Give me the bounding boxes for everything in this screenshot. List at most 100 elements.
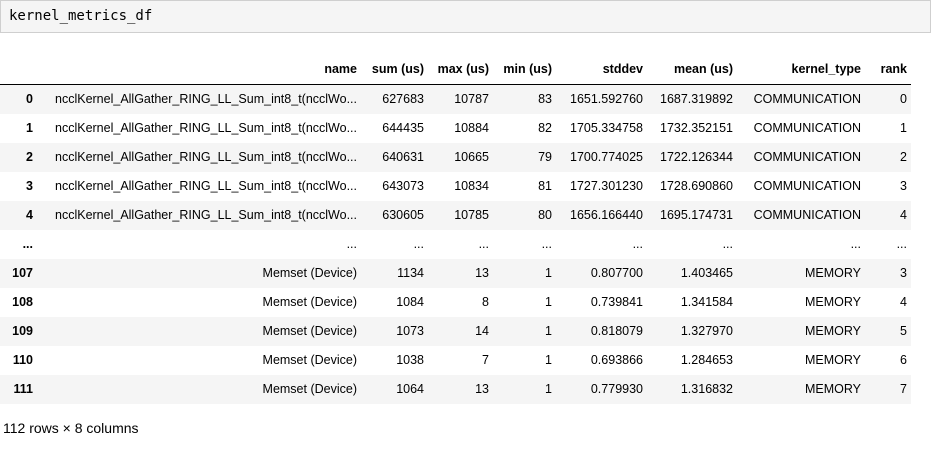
column-header-min-us: min (us) (493, 55, 556, 85)
row-index: 110 (12, 353, 33, 367)
table-cell: 643073 (382, 179, 424, 193)
table-cell: 1687.319892 (660, 92, 733, 106)
table-cell: ... (722, 237, 733, 251)
table-cell: ncclKernel_AllGather_RING_LL_Sum_int8_t(… (55, 121, 357, 135)
row-index: 111 (13, 382, 33, 396)
table-dimensions: 112 rows × 8 columns (3, 420, 139, 436)
table-cell: 1038 (396, 353, 424, 367)
table-cell: Memset (Device) (262, 353, 357, 367)
table-cell: ... (896, 237, 907, 251)
row-index: 2 (26, 150, 33, 164)
table-cell: 1732.352151 (660, 121, 733, 135)
column-header-name: name (37, 55, 361, 85)
table-cell: 1.341584 (680, 295, 733, 309)
table-cell: ... (413, 237, 424, 251)
table-cell: 4 (900, 295, 907, 309)
column-header-stddev: stddev (556, 55, 647, 85)
table-cell: 13 (475, 382, 489, 396)
table-cell: 0 (900, 92, 907, 106)
table-cell: 0.739841 (590, 295, 643, 309)
table-cell: 1705.334758 (570, 121, 643, 135)
column-header-kernel-type: kernel_type (737, 55, 865, 85)
table-cell: 3 (900, 266, 907, 280)
table-cell: 4 (900, 208, 907, 222)
table-row: 3 ncclKernel_AllGather_RING_LL_Sum_int8_t… (0, 172, 911, 201)
table-cell: 10785 (454, 208, 489, 222)
table-cell: COMMUNICATION (753, 179, 861, 193)
table-cell: ncclKernel_AllGather_RING_LL_Sum_int8_t(… (55, 179, 357, 193)
column-header-sum-us: sum (us) (361, 55, 428, 85)
table-row: 107 Memset (Device) 1134 13 1 0.807700 1.40346… (0, 259, 911, 288)
table-cell: 1 (545, 295, 552, 309)
dataframe-output: name sum (us) max (us) min (us) stddev m… (0, 55, 931, 436)
table-cell: ... (346, 237, 357, 251)
table-cell: COMMUNICATION (753, 92, 861, 106)
table-cell: 14 (475, 324, 489, 338)
row-index: 109 (12, 324, 33, 338)
table-cell: 3 (900, 179, 907, 193)
table-cell: 83 (538, 92, 552, 106)
table-row: 0 ncclKernel_AllGather_RING_LL_Sum_int8_t… (0, 84, 911, 114)
table-cell: 627683 (382, 92, 424, 106)
table-cell: 10787 (454, 92, 489, 106)
table-cell: 1.284653 (680, 353, 733, 367)
table-cell: Memset (Device) (262, 382, 357, 396)
table-cell: 1 (545, 382, 552, 396)
table-row: 108 Memset (Device) 1084 8 1 0.739841 1.341584… (0, 288, 911, 317)
table-cell: ... (541, 237, 552, 251)
row-index: 1 (26, 121, 33, 135)
table-cell: 10834 (454, 179, 489, 193)
table-cell: 0.818079 (590, 324, 643, 338)
table-cell: 2 (900, 150, 907, 164)
table-cell: COMMUNICATION (753, 121, 861, 135)
table-cell: ... (478, 237, 489, 251)
table-cell: 5 (900, 324, 907, 338)
table-cell: 0.693866 (590, 353, 643, 367)
table-cell: 0.807700 (590, 266, 643, 280)
table-cell: 1 (545, 353, 552, 367)
table-cell: ncclKernel_AllGather_RING_LL_Sum_int8_t(… (55, 92, 357, 106)
code-text[interactable]: kernel_metrics_df (9, 8, 153, 24)
table-cell: 7 (900, 382, 907, 396)
row-index: 108 (12, 295, 33, 309)
table-row: 1 ncclKernel_AllGather_RING_LL_Sum_int8_t… (0, 114, 911, 143)
table-cell: 1134 (397, 266, 424, 280)
table-cell: 1064 (396, 382, 424, 396)
row-index: 107 (12, 266, 33, 280)
table-cell: 1728.690860 (660, 179, 733, 193)
column-header-mean-us: mean (us) (647, 55, 737, 85)
table-cell: 79 (538, 150, 552, 164)
table-cell: 1073 (396, 324, 424, 338)
table-cell: 1700.774025 (570, 150, 643, 164)
table-row: 4 ncclKernel_AllGather_RING_LL_Sum_int8_t… (0, 201, 911, 230)
table-cell: 10884 (454, 121, 489, 135)
table-cell: Memset (Device) (262, 295, 357, 309)
table-row: 2 ncclKernel_AllGather_RING_LL_Sum_int8_t… (0, 143, 911, 172)
table-cell: 1656.166440 (570, 208, 643, 222)
code-input-cell[interactable]: kernel_metrics_df (0, 0, 931, 33)
table-cell: COMMUNICATION (753, 150, 861, 164)
table-cell: 7 (482, 353, 489, 367)
table-cell: MEMORY (804, 353, 861, 367)
table-cell: 8 (482, 295, 489, 309)
table-cell: 1695.174731 (660, 208, 733, 222)
table-cell: 640631 (382, 150, 424, 164)
table-cell: 1084 (396, 295, 424, 309)
table-cell: 81 (538, 179, 552, 193)
table-cell: MEMORY (804, 266, 861, 280)
table-cell: 6 (900, 353, 907, 367)
table-cell: MEMORY (804, 382, 861, 396)
table-cell: MEMORY (804, 295, 861, 309)
table-row: 109 Memset (Device) 1073 14 1 0.818079 1.32797… (0, 317, 911, 346)
table-cell: 644435 (382, 121, 424, 135)
table-cell: 1 (545, 266, 552, 280)
table-cell: ... (632, 237, 643, 251)
table-cell: 1.316832 (680, 382, 733, 396)
table-row: 111 Memset (Device) 1064 13 1 0.779930 1.31683… (0, 375, 911, 404)
table-cell: 1 (900, 121, 907, 135)
table-cell: 80 (538, 208, 552, 222)
index-column-header (0, 55, 37, 85)
row-index: ... (22, 237, 33, 251)
table-cell: Memset (Device) (262, 266, 357, 280)
table-cell: 1 (545, 324, 552, 338)
